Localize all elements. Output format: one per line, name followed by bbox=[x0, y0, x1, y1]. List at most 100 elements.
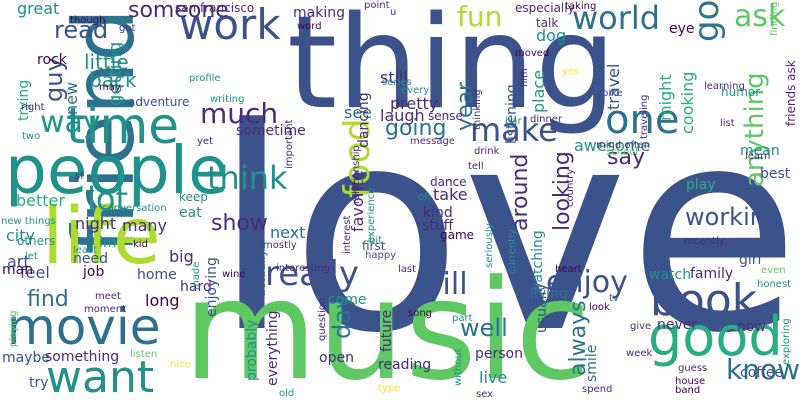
word-person: person bbox=[475, 346, 523, 362]
word-ask: ask bbox=[734, 0, 786, 34]
word-song: song bbox=[408, 308, 433, 319]
word-im: im bbox=[99, 235, 117, 251]
word-way: way bbox=[40, 105, 101, 140]
word-job: job bbox=[83, 264, 105, 280]
word-time: time bbox=[66, 97, 179, 155]
word-band: band bbox=[675, 385, 701, 396]
word-though: though bbox=[70, 15, 106, 26]
word-really: really bbox=[265, 254, 359, 294]
word-great: great bbox=[17, 0, 60, 18]
word-home: home bbox=[137, 267, 177, 283]
word-living: living bbox=[530, 286, 568, 302]
word-film: film bbox=[519, 68, 530, 87]
word-want: want bbox=[46, 352, 155, 400]
word-playing: playing bbox=[8, 310, 19, 347]
word-week: week bbox=[626, 348, 653, 359]
word-book: book bbox=[650, 275, 758, 326]
word-big: big bbox=[169, 247, 194, 266]
word-sometime: sometime bbox=[236, 123, 306, 139]
word-place: place bbox=[529, 69, 548, 113]
word-give: give bbox=[630, 321, 652, 332]
word-enjoying: enjoying bbox=[204, 257, 220, 317]
word-relationship: relationship bbox=[351, 145, 362, 204]
word-everything: everything bbox=[265, 310, 281, 386]
word-even: even bbox=[761, 265, 786, 276]
word-country: country bbox=[565, 168, 576, 207]
word-eye: eye bbox=[669, 21, 695, 37]
word-open: open bbox=[319, 350, 354, 366]
word-traveling: traveling bbox=[639, 94, 650, 139]
word-watch: watch bbox=[649, 267, 692, 283]
word-made: made bbox=[191, 261, 202, 290]
word-now: now bbox=[737, 319, 766, 335]
word-wine: wine bbox=[222, 269, 246, 280]
word-never: never bbox=[657, 317, 698, 333]
word-see: see bbox=[344, 103, 373, 122]
word-dancing: dancing bbox=[356, 92, 372, 148]
word-fun: fun bbox=[457, 0, 503, 33]
word-interesting: interesting bbox=[276, 263, 330, 274]
word-make: make bbox=[470, 111, 558, 149]
word-say: say bbox=[607, 145, 645, 170]
word-trying: trying bbox=[16, 79, 32, 121]
word-moved: moved bbox=[515, 48, 550, 59]
word-best: best bbox=[760, 166, 791, 182]
word-enjoy: enjoy bbox=[546, 265, 628, 300]
word-old: old bbox=[279, 388, 295, 399]
word-oh: oh bbox=[418, 192, 431, 203]
word-guess: guess bbox=[678, 363, 708, 374]
word-think: think bbox=[207, 159, 288, 197]
word-next: next bbox=[270, 223, 306, 242]
word-interest: interest bbox=[342, 215, 353, 254]
word-movie: movie bbox=[7, 298, 161, 356]
word-seriously: seriously bbox=[484, 223, 495, 268]
word-smile: smile bbox=[584, 344, 600, 382]
word-future: future bbox=[379, 309, 395, 352]
word-work: work bbox=[179, 0, 281, 49]
word-girl: girl bbox=[739, 252, 762, 268]
word-many: many bbox=[122, 216, 167, 235]
word-getting: getting bbox=[105, 41, 126, 106]
word-two: two bbox=[22, 131, 41, 142]
word-series: series bbox=[382, 77, 412, 88]
word-nice: nice bbox=[170, 359, 191, 370]
word-go: go bbox=[687, 0, 727, 42]
word-find: find bbox=[27, 287, 69, 312]
word-cooking: cooking bbox=[678, 71, 697, 134]
word-humor: humor bbox=[721, 85, 761, 99]
word-show: show bbox=[211, 211, 268, 236]
word-love: love bbox=[213, 69, 800, 395]
word-currently: currently bbox=[507, 229, 518, 274]
word-play: play bbox=[686, 177, 716, 193]
word-game: game bbox=[440, 228, 475, 242]
word-maybe: maybe bbox=[2, 350, 51, 366]
word-pretty: pretty bbox=[390, 94, 439, 113]
word-better: better bbox=[16, 191, 65, 210]
word-meet: meet bbox=[95, 291, 121, 302]
word-actually: actually bbox=[254, 249, 268, 297]
word-may: may bbox=[99, 82, 121, 93]
word-good: good bbox=[648, 305, 783, 368]
word-one: one bbox=[605, 97, 680, 143]
word-u: u bbox=[390, 7, 397, 18]
word-take: take bbox=[433, 185, 468, 204]
word-might: might bbox=[656, 74, 675, 121]
word-least: least bbox=[73, 245, 98, 256]
word-honest: honest bbox=[757, 279, 792, 290]
word-talk: talk bbox=[536, 16, 559, 30]
word-bar: bar bbox=[505, 116, 522, 127]
word-man: man bbox=[2, 262, 34, 278]
word-will: will bbox=[418, 267, 468, 302]
word-learn: learn bbox=[745, 151, 771, 162]
word-thinking: thinking bbox=[472, 89, 483, 130]
word-kind: kind bbox=[423, 205, 453, 221]
word-yet: yet bbox=[197, 136, 213, 147]
word-laugh: laugh bbox=[380, 106, 425, 125]
word-lot: lot bbox=[87, 180, 129, 218]
word-san-francisco: san francisco bbox=[175, 1, 255, 15]
word-let: let bbox=[25, 251, 38, 262]
word-city: city bbox=[6, 226, 35, 245]
word-look: look bbox=[589, 302, 610, 313]
word-first: first bbox=[362, 239, 386, 253]
word-point: point bbox=[364, 0, 390, 11]
